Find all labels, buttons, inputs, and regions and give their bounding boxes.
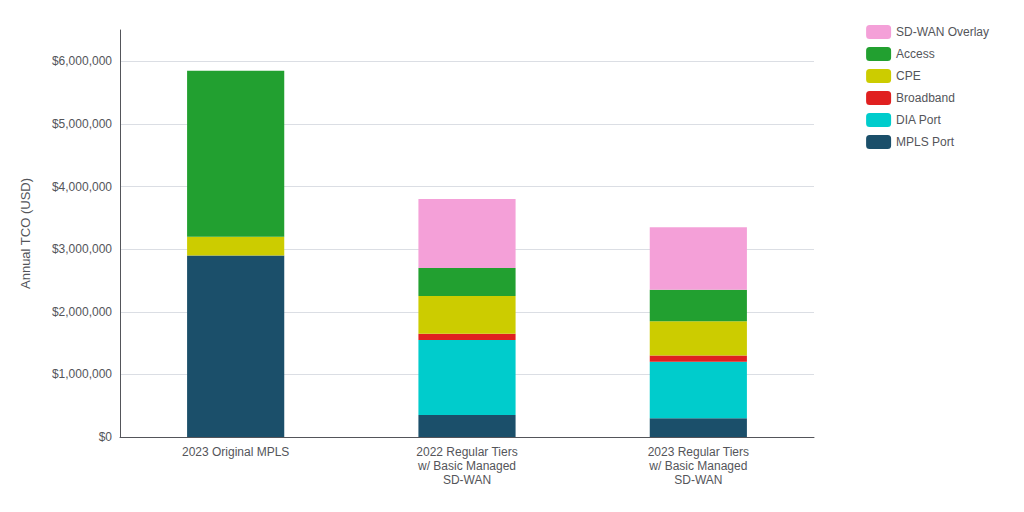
svg-text:DIA Port: DIA Port xyxy=(896,113,941,127)
svg-text:$0: $0 xyxy=(99,430,113,444)
svg-text:Annual TCO (USD): Annual TCO (USD) xyxy=(18,178,33,289)
svg-text:w/ Basic Managed: w/ Basic Managed xyxy=(648,459,747,473)
svg-text:Access: Access xyxy=(896,47,935,61)
svg-text:SD-WAN: SD-WAN xyxy=(443,473,491,487)
svg-text:Broadband: Broadband xyxy=(896,91,955,105)
svg-text:$6,000,000: $6,000,000 xyxy=(52,54,112,68)
svg-text:SD-WAN: SD-WAN xyxy=(674,473,722,487)
svg-text:$3,000,000: $3,000,000 xyxy=(52,242,112,256)
svg-text:$1,000,000: $1,000,000 xyxy=(52,367,112,381)
svg-text:2023 Original MPLS: 2023 Original MPLS xyxy=(182,445,289,459)
svg-text:w/ Basic Managed: w/ Basic Managed xyxy=(417,459,516,473)
svg-text:SD-WAN Overlay: SD-WAN Overlay xyxy=(896,25,989,39)
svg-text:MPLS Port: MPLS Port xyxy=(896,135,955,149)
svg-text:$5,000,000: $5,000,000 xyxy=(52,117,112,131)
svg-text:2023 Regular Tiers: 2023 Regular Tiers xyxy=(648,445,749,459)
svg-text:$2,000,000: $2,000,000 xyxy=(52,305,112,319)
svg-text:$4,000,000: $4,000,000 xyxy=(52,180,112,194)
svg-text:2022 Regular Tiers: 2022 Regular Tiers xyxy=(416,445,517,459)
svg-text:CPE: CPE xyxy=(896,69,921,83)
